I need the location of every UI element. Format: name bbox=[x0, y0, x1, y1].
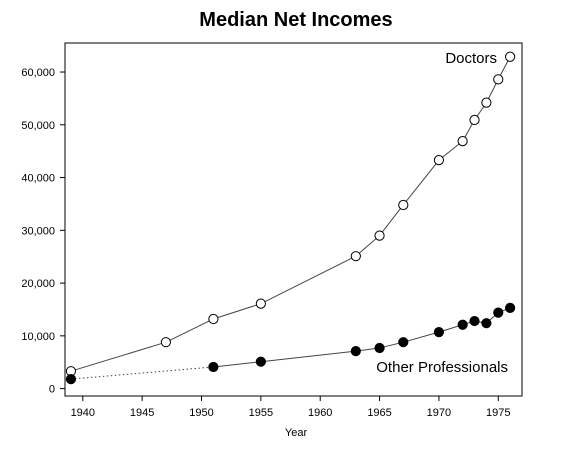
other-professionals-point bbox=[65, 374, 77, 385]
y-tick-label: 10,000 bbox=[21, 331, 55, 343]
doctors-line-segment bbox=[379, 204, 404, 236]
y-tick-label: 60,000 bbox=[21, 67, 55, 79]
y-tick-label: 0 bbox=[49, 384, 55, 396]
other-professionals-point bbox=[398, 337, 409, 348]
other-professionals-point bbox=[350, 346, 361, 357]
series-lines bbox=[70, 56, 511, 380]
doctors-line-segment bbox=[355, 235, 380, 257]
other-professionals-line-segment bbox=[213, 361, 261, 368]
y-tick-label: 50,000 bbox=[21, 120, 55, 132]
x-tick-label: 1950 bbox=[189, 407, 213, 419]
other-professionals-point bbox=[481, 318, 492, 329]
doctors-line-segment bbox=[402, 159, 440, 206]
doctors-point bbox=[505, 51, 516, 62]
doctors-point bbox=[433, 155, 445, 166]
other-professionals-point bbox=[457, 319, 468, 330]
series-label-doctors: Doctors bbox=[445, 50, 497, 67]
y-tick-label: 30,000 bbox=[21, 225, 55, 237]
y-tick-label: 20,000 bbox=[21, 278, 55, 290]
x-tick-label: 1960 bbox=[308, 407, 332, 419]
doctors-line-segment bbox=[213, 303, 262, 320]
series-points bbox=[65, 51, 516, 385]
doctors-point bbox=[481, 97, 492, 108]
plot-frame bbox=[64, 42, 523, 397]
doctors-line-segment bbox=[70, 341, 167, 372]
other-professionals-line-segment bbox=[260, 350, 356, 363]
y-tick-label: 40,000 bbox=[21, 173, 55, 185]
x-axis-label: Year bbox=[285, 427, 308, 439]
series-label-other-professionals: Other Professionals bbox=[376, 359, 508, 376]
other-professionals-point bbox=[433, 327, 445, 338]
x-tick-label: 1940 bbox=[71, 407, 95, 419]
doctors-line-segment bbox=[260, 255, 357, 305]
other-professionals-point bbox=[505, 302, 516, 313]
chart-title: Median Net Incomes bbox=[199, 9, 392, 31]
axes: 1940 1945 1950 1955 1960 1965 1970 1975 0 10,000 2… bbox=[21, 67, 510, 419]
other-professionals-point bbox=[255, 356, 266, 367]
x-tick-label: 1965 bbox=[367, 407, 391, 419]
doctors-point bbox=[493, 74, 504, 85]
doctors-point bbox=[374, 230, 385, 241]
doctors-point bbox=[160, 337, 171, 348]
other-professionals-point bbox=[469, 315, 480, 327]
x-tick-label: 1945 bbox=[130, 407, 154, 419]
x-tick-label: 1955 bbox=[249, 407, 273, 419]
other-professionals-line-segment bbox=[403, 331, 440, 343]
other-professionals-line-segment bbox=[70, 366, 214, 380]
doctors-point bbox=[457, 136, 468, 147]
doctors-point bbox=[398, 199, 409, 211]
other-professionals-point bbox=[208, 361, 219, 373]
doctors-line-segment bbox=[165, 318, 214, 343]
x-tick-label: 1970 bbox=[427, 407, 451, 419]
other-professionals-point bbox=[493, 307, 504, 318]
x-tick-label: 1975 bbox=[486, 407, 510, 419]
doctors-point bbox=[350, 251, 361, 262]
doctors-point bbox=[469, 114, 480, 126]
other-professionals-point bbox=[374, 342, 385, 354]
doctors-point bbox=[208, 313, 219, 325]
doctors-point bbox=[255, 298, 266, 309]
